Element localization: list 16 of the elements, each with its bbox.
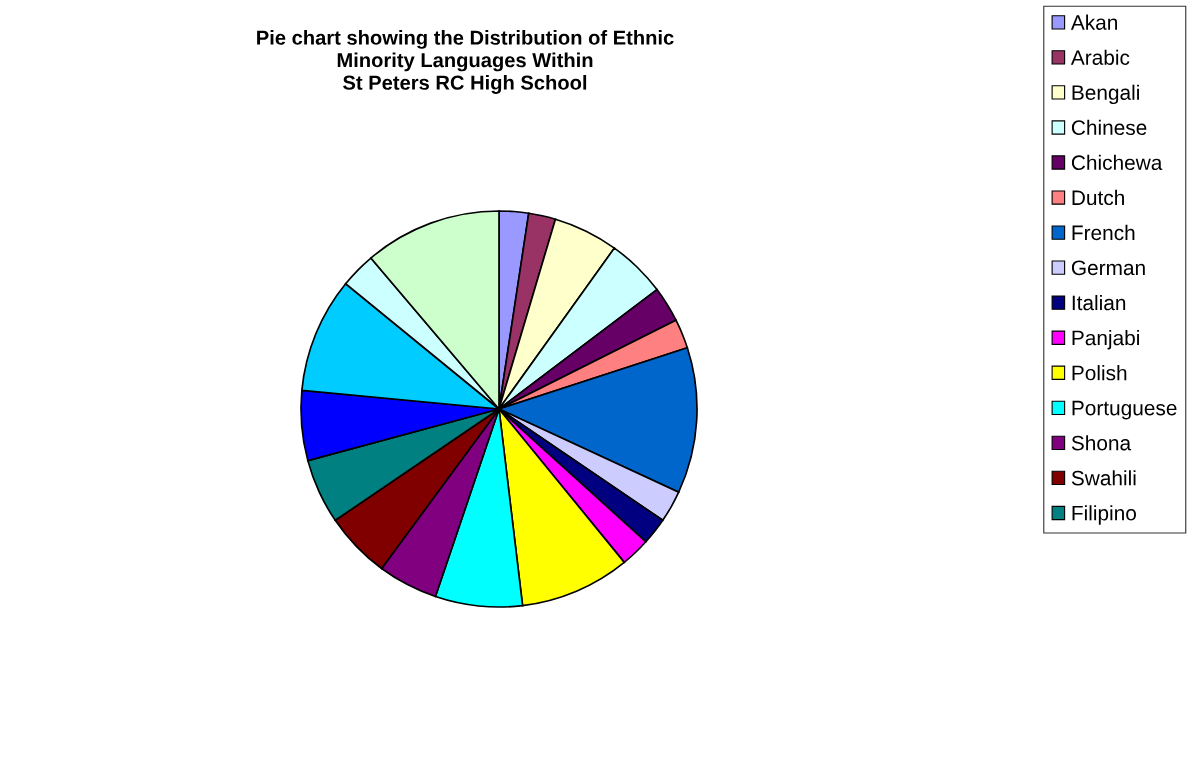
legend-label: Italian bbox=[1072, 294, 1126, 311]
legend-label: Akan bbox=[1070, 14, 1117, 30]
legend-label: Arabic bbox=[1070, 49, 1130, 65]
legend-label: German bbox=[1071, 260, 1145, 276]
legend-label: Bengali bbox=[1072, 84, 1139, 105]
legend-label: Chichewa bbox=[1071, 154, 1163, 171]
legend-label: Chinese bbox=[1071, 119, 1147, 136]
legend-label: Portuguese bbox=[1072, 400, 1177, 420]
legend-label: Swahili bbox=[1071, 470, 1136, 486]
legend-label: Panjabi bbox=[1072, 329, 1139, 350]
legend-label: Filipino bbox=[1072, 505, 1136, 525]
legend-label: Shona bbox=[1071, 435, 1132, 451]
legend-label: Polish bbox=[1072, 365, 1127, 381]
legend-label: French bbox=[1072, 224, 1135, 241]
text: Pie chart showing the Distribution of Ethnic Minority Languages Within St Peters RC High School bbox=[257, 30, 674, 94]
legend-label: Dutch bbox=[1072, 189, 1124, 206]
